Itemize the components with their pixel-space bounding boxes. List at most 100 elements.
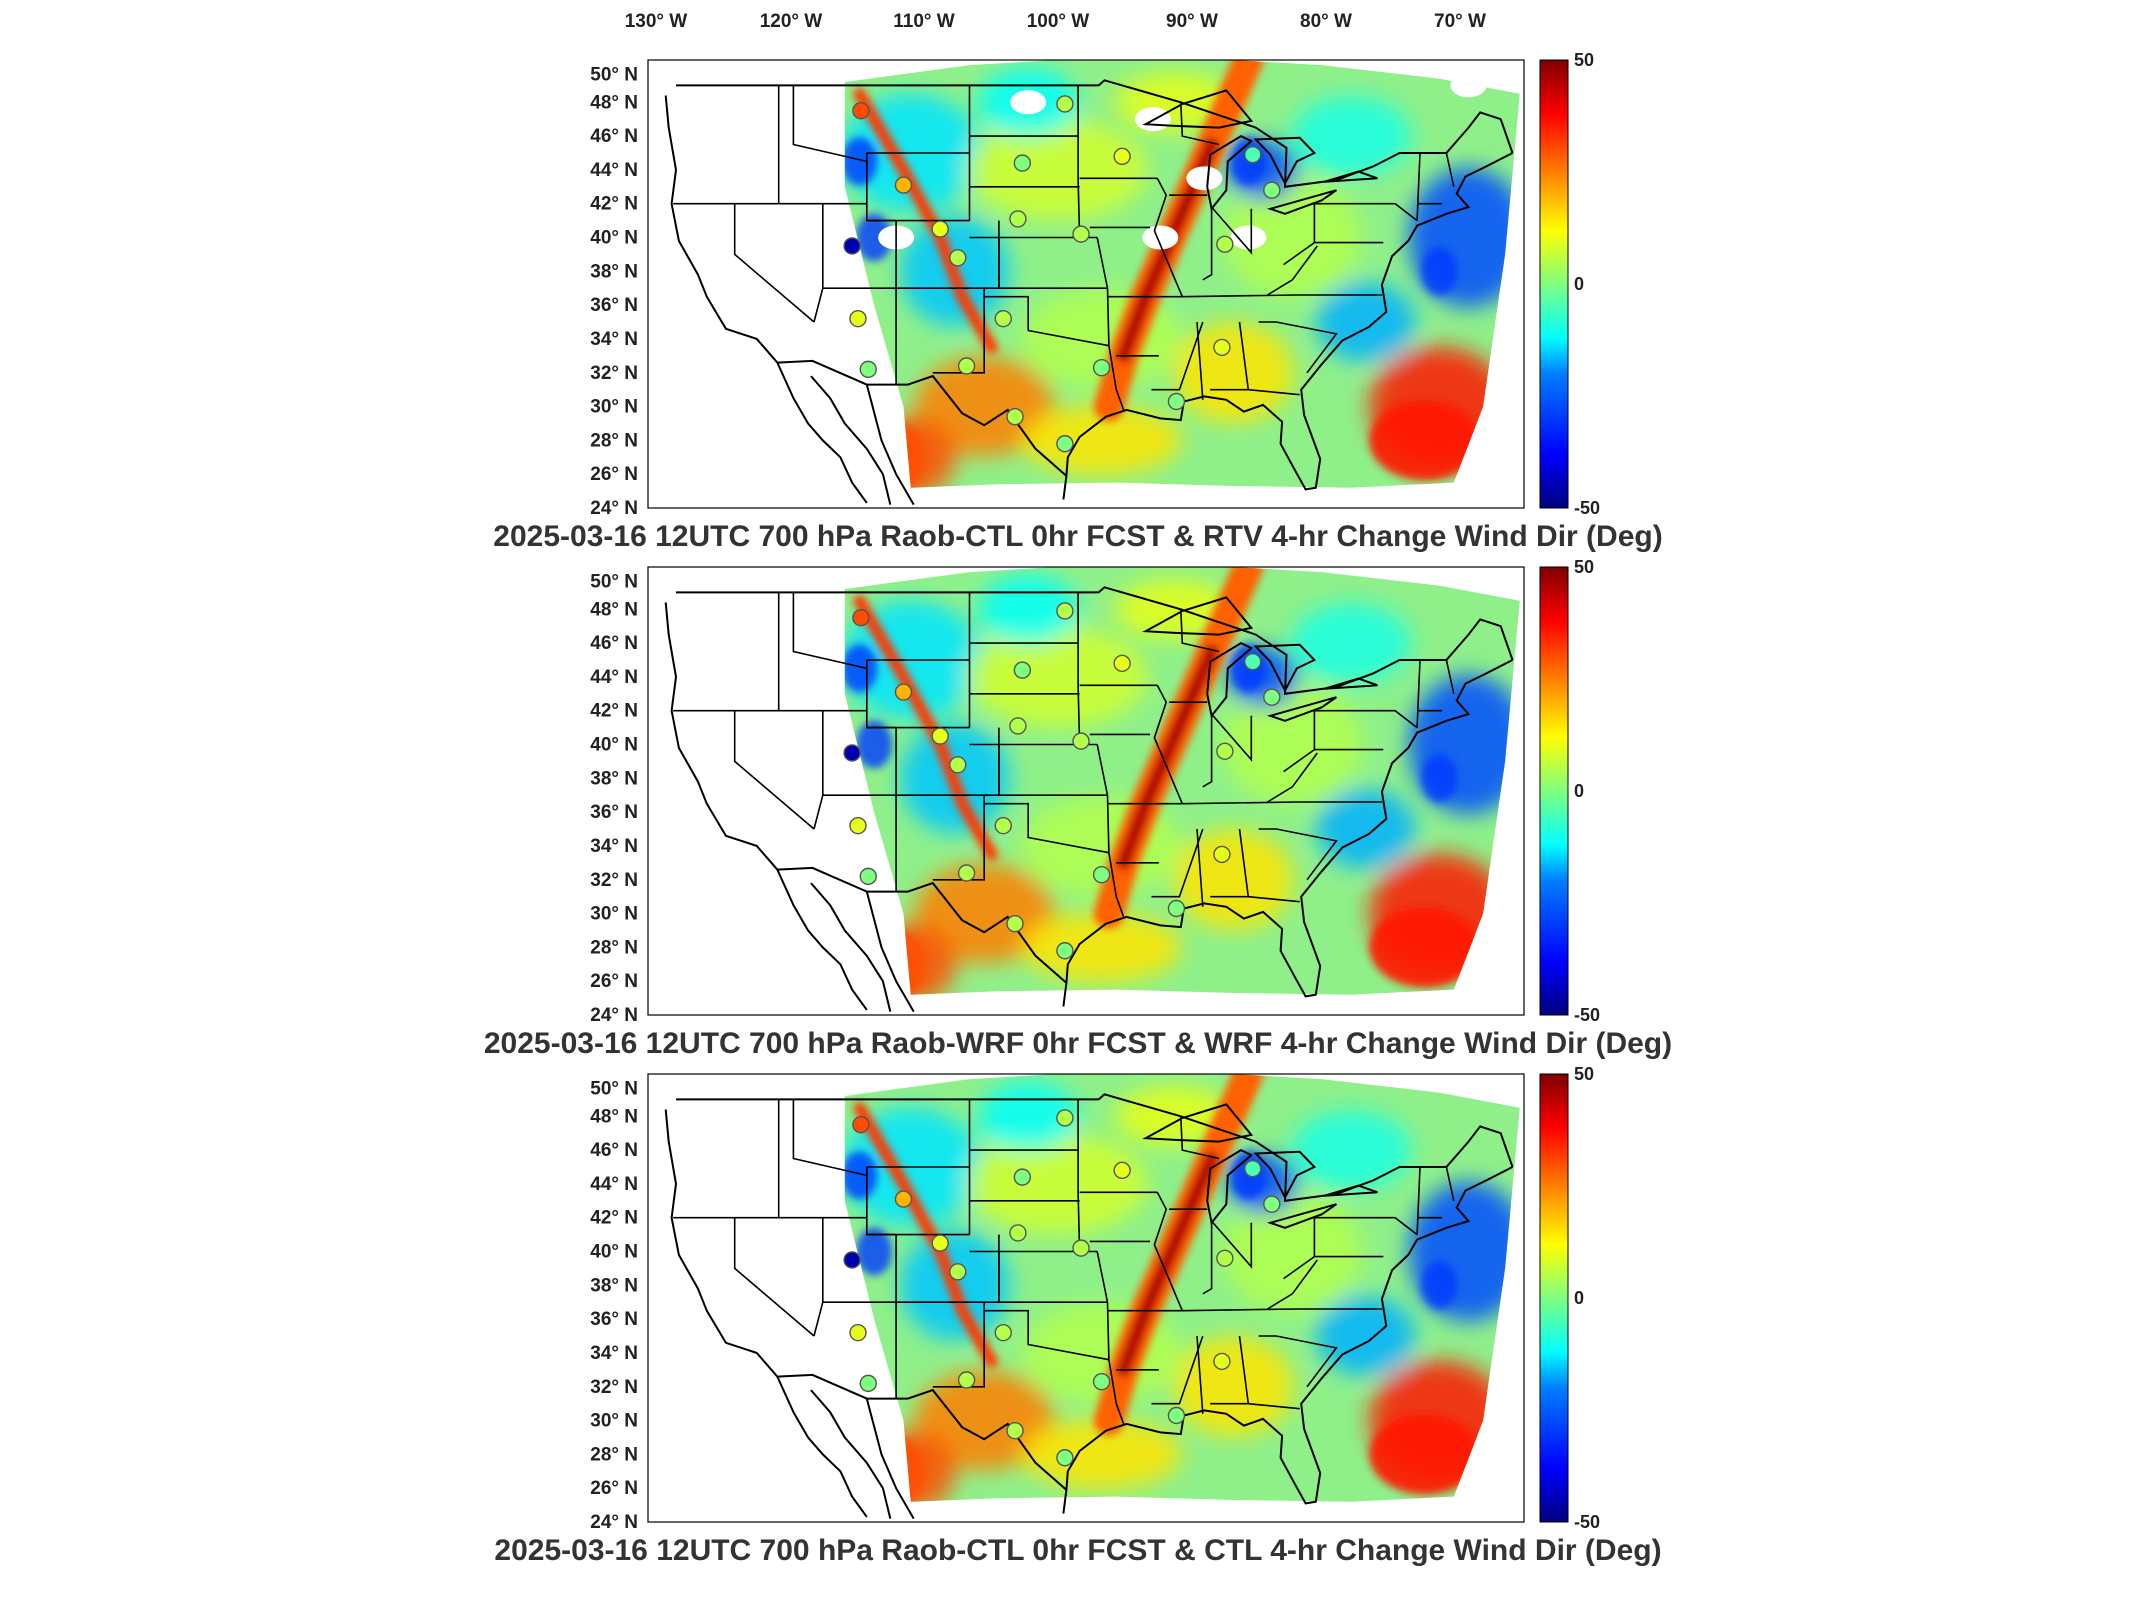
- colorbar-tick-label: 50: [1574, 557, 1594, 577]
- station-marker: [859, 1374, 877, 1393]
- station-marker: [1056, 1109, 1074, 1127]
- station-marker: [894, 683, 913, 701]
- station-marker: [1072, 225, 1090, 243]
- station-marker: [957, 1371, 976, 1389]
- raob-stations: [843, 95, 1281, 453]
- station-marker: [859, 360, 877, 379]
- colorbar-tick-label: 0: [1574, 274, 1584, 294]
- lat-label: 44° N: [590, 667, 638, 688]
- lat-label: 28° N: [590, 1444, 638, 1465]
- station-marker: [1216, 235, 1234, 253]
- colorbar-tick-label: -50: [1574, 1512, 1600, 1532]
- map-panel-rtv: 50° N 48° N 46° N 44° N 42° N 40° N 38° N 36° N…: [493, 50, 1662, 553]
- colorbar: 50 0 -50: [1539, 50, 1600, 518]
- lon-label: 130° W: [625, 11, 688, 32]
- lat-label: 36° N: [590, 802, 638, 823]
- station-marker: [1216, 742, 1234, 760]
- lat-label: 48° N: [590, 1106, 638, 1127]
- lat-label: 28° N: [590, 937, 638, 958]
- map-panel-wrf: 50° N 48° N 46° N 44° N 42° N 40° N 38° N 36° N…: [484, 557, 1672, 1060]
- map-outlines: [664, 586, 1514, 1013]
- station-marker: [957, 357, 976, 375]
- station-marker: [1092, 865, 1111, 884]
- lat-label: 34° N: [590, 329, 638, 350]
- lon-label: 100° W: [1027, 11, 1090, 32]
- map-frame: [647, 566, 1525, 1016]
- station-marker: [843, 744, 861, 762]
- lat-label: 40° N: [590, 1242, 638, 1263]
- lat-label: 26° N: [590, 464, 638, 485]
- lat-label: 36° N: [590, 295, 638, 316]
- raob-stations: [843, 1109, 1281, 1467]
- station-marker: [849, 1323, 867, 1342]
- colorbar: 50 0 -50: [1539, 557, 1600, 1025]
- lat-label: 38° N: [590, 261, 638, 282]
- colorbar-tick-label: 50: [1574, 1064, 1594, 1084]
- station-marker: [894, 176, 913, 194]
- station-marker: [852, 102, 870, 120]
- station-marker: [931, 220, 949, 238]
- station-marker: [1056, 942, 1074, 960]
- lon-label: 110° W: [893, 11, 955, 32]
- station-marker: [1167, 1406, 1186, 1425]
- station-marker: [859, 867, 877, 886]
- station-marker: [931, 1234, 949, 1252]
- lon-label: 120° W: [760, 11, 823, 32]
- station-marker: [1006, 915, 1024, 933]
- lat-label: 48° N: [590, 92, 638, 113]
- station-marker: [994, 309, 1012, 328]
- station-marker: [1013, 154, 1032, 172]
- station-marker: [1167, 392, 1186, 411]
- lat-label: 24° N: [590, 1005, 638, 1026]
- lat-label: 40° N: [590, 735, 638, 756]
- station-marker: [849, 816, 867, 835]
- lat-label: 32° N: [590, 870, 638, 891]
- station-marker: [1263, 688, 1281, 706]
- station-marker: [1092, 1372, 1111, 1391]
- lat-label: 28° N: [590, 430, 638, 451]
- lat-label: 32° N: [590, 363, 638, 384]
- lat-label: 30° N: [590, 904, 638, 925]
- lat-label: 48° N: [590, 599, 638, 620]
- latitude-axis-labels: 50° N 48° N 46° N 44° N 42° N 40° N 38° N 36° N…: [590, 64, 638, 519]
- wind-direction-field: [844, 60, 1520, 488]
- station-marker: [852, 609, 870, 627]
- lat-label: 26° N: [590, 1478, 638, 1499]
- panel-title: 2025-03-16 12UTC 700 hPa Raob-CTL 0hr FC…: [494, 1534, 1661, 1567]
- station-marker: [1167, 899, 1186, 918]
- colorbar-gradient: [1539, 1073, 1569, 1523]
- station-marker: [1056, 435, 1074, 453]
- colorbar-tick-label: -50: [1574, 1005, 1600, 1025]
- station-marker: [894, 1190, 913, 1208]
- lat-label: 46° N: [590, 633, 638, 654]
- lon-label: 80° W: [1300, 11, 1352, 32]
- colorbar-tick-label: -50: [1574, 498, 1600, 518]
- station-marker: [1244, 1159, 1262, 1178]
- lat-label: 46° N: [590, 1140, 638, 1161]
- latitude-axis-labels: 50° N 48° N 46° N 44° N 42° N 40° N 38° N 36° N…: [590, 1078, 638, 1533]
- panel-title: 2025-03-16 12UTC 700 hPa Raob-WRF 0hr FC…: [484, 1027, 1672, 1060]
- lat-label: 40° N: [590, 228, 638, 249]
- panel-title: 2025-03-16 12UTC 700 hPa Raob-CTL 0hr FC…: [493, 520, 1662, 553]
- wind-direction-field: [844, 567, 1520, 995]
- lat-label: 30° N: [590, 1411, 638, 1432]
- station-marker: [949, 1263, 967, 1281]
- longitude-axis-labels: 130° W 120° W 110° W 100° W 90° W 80° W …: [625, 11, 1486, 32]
- colorbar: 50 0 -50: [1539, 1064, 1600, 1532]
- lat-label: 44° N: [590, 1174, 638, 1195]
- map-frame: [647, 59, 1525, 509]
- lat-label: 44° N: [590, 160, 638, 181]
- lat-label: 34° N: [590, 836, 638, 857]
- lat-label: 34° N: [590, 1343, 638, 1364]
- colorbar-gradient: [1539, 59, 1569, 509]
- lat-label: 42° N: [590, 194, 638, 215]
- station-marker: [931, 727, 949, 745]
- station-marker: [957, 864, 976, 882]
- colorbar-tick-label: 50: [1574, 50, 1594, 70]
- station-marker: [1009, 1224, 1027, 1242]
- station-marker: [1263, 181, 1281, 199]
- map-frame: [647, 1073, 1525, 1523]
- station-marker: [1213, 1352, 1231, 1371]
- lon-label: 70° W: [1434, 11, 1486, 32]
